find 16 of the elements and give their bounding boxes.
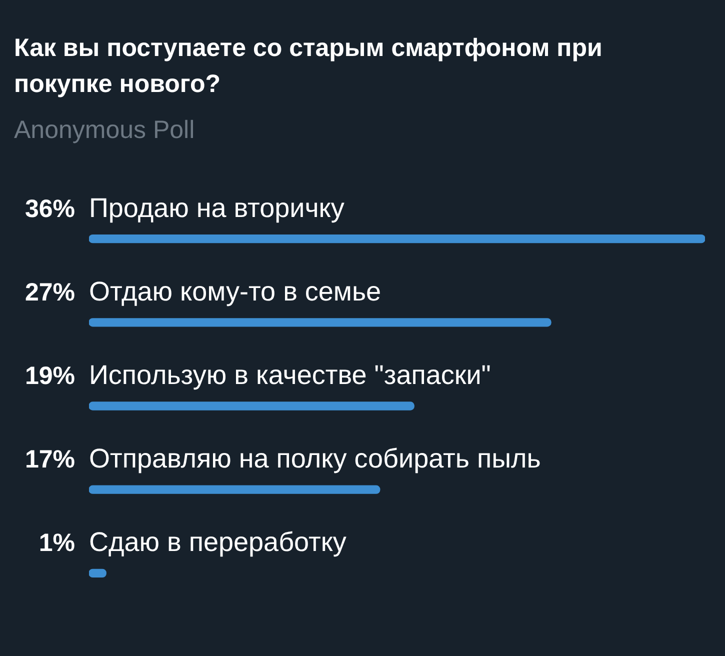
data-label: 36% — [24, 194, 75, 223]
data-label: 1% — [38, 529, 75, 558]
bar — [89, 234, 705, 244]
y-tick-label: Использую в качестве "запаски" — [89, 360, 491, 390]
data-label: 19% — [24, 362, 75, 390]
y-tick-label: Отдаю кому-то в семье — [89, 276, 382, 306]
bar — [89, 402, 414, 410]
chart-subtitle: Anonymous Poll — [14, 116, 196, 145]
chart-title: Как вы поступаете со старым смартфоном при покупке нового? — [14, 33, 604, 100]
y-tick-label: Отправляю на полку собирать пыль — [89, 444, 541, 474]
y-tick-label: Продаю на вторичку — [89, 192, 345, 223]
y-tick-label: Сдаю в переработку — [89, 527, 347, 558]
bar — [89, 318, 552, 327]
data-label: 17% — [24, 446, 75, 474]
data-label: 27% — [24, 278, 75, 306]
bar — [89, 485, 380, 494]
